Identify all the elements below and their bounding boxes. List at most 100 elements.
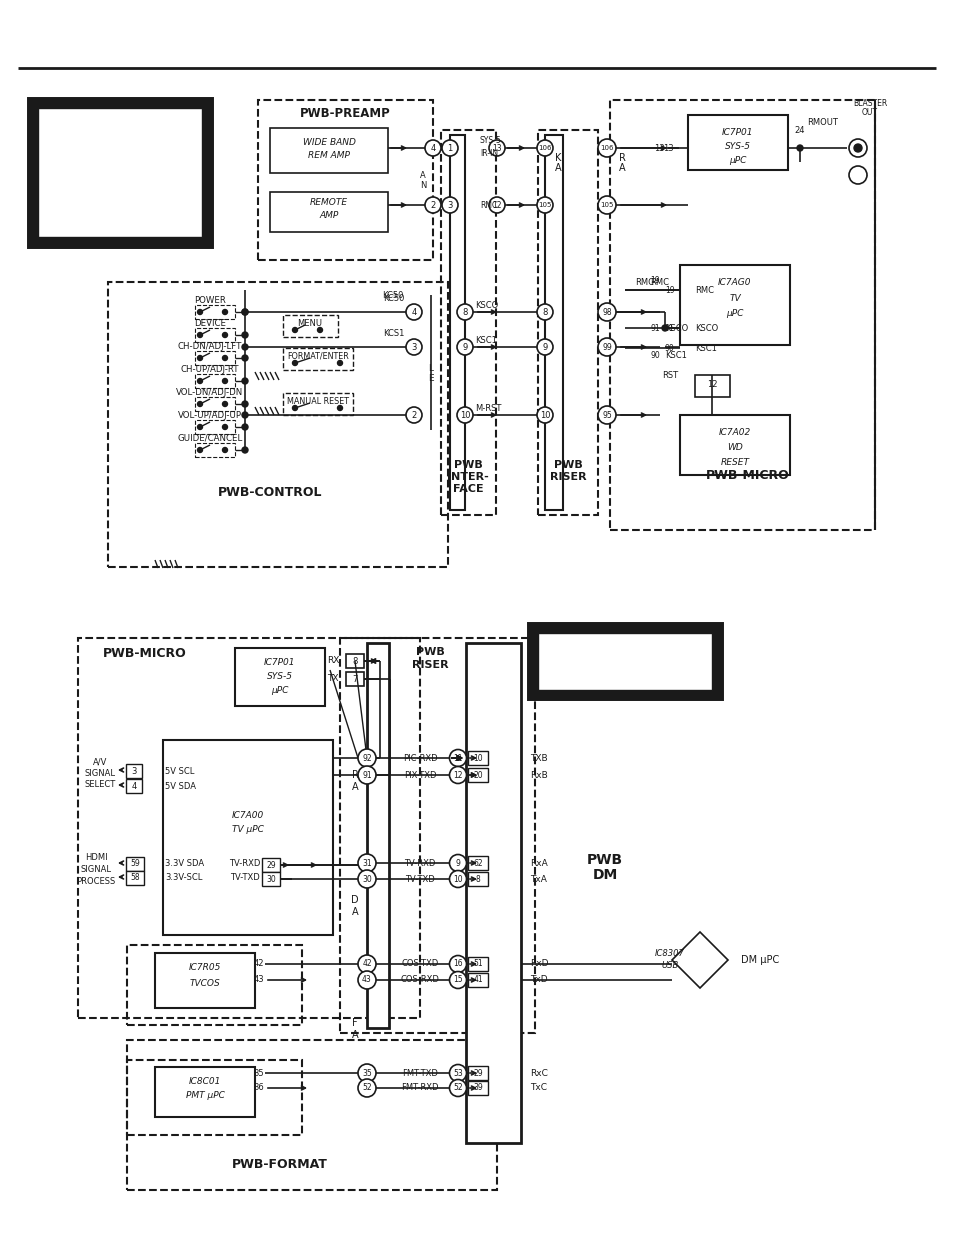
Bar [108, 282, 448, 567]
Bar [367, 643, 389, 1028]
Text: 30: 30 [266, 874, 275, 883]
Text: PMT μPC: PMT μPC [186, 1092, 224, 1100]
Text: 4: 4 [430, 143, 436, 152]
Text: RxD: RxD [530, 960, 548, 968]
Text: K: K [555, 153, 560, 163]
Circle shape [197, 332, 202, 337]
Text: MANUAL RESET: MANUAL RESET [287, 396, 349, 405]
Text: RMC: RMC [635, 278, 654, 287]
Text: A: A [618, 163, 624, 173]
Bar [695, 375, 729, 396]
Text: FACE: FACE [453, 484, 483, 494]
Circle shape [598, 406, 616, 424]
Text: A: A [419, 170, 425, 179]
Bar [679, 266, 789, 345]
Text: COS-RXD: COS-RXD [400, 976, 439, 984]
Circle shape [598, 140, 616, 157]
Text: RMC: RMC [649, 278, 668, 287]
Bar [468, 973, 488, 987]
Text: POWER: POWER [193, 295, 226, 305]
Circle shape [242, 354, 248, 361]
Circle shape [598, 196, 616, 214]
Bar [687, 115, 787, 170]
Text: F: F [352, 1018, 357, 1028]
Text: E: E [428, 373, 434, 383]
Text: TxD: TxD [530, 976, 547, 984]
Bar [450, 135, 464, 510]
Text: μPC: μPC [271, 685, 289, 694]
Text: 91: 91 [664, 324, 674, 332]
Circle shape [424, 140, 440, 156]
Circle shape [242, 447, 248, 453]
Circle shape [598, 338, 616, 356]
Circle shape [449, 972, 466, 988]
Bar [194, 351, 234, 366]
Text: R: R [618, 153, 625, 163]
Bar [194, 443, 234, 457]
Text: 92: 92 [362, 753, 372, 762]
Circle shape [293, 405, 297, 410]
Bar [440, 130, 496, 515]
Circle shape [848, 165, 866, 184]
Text: 10: 10 [473, 753, 482, 762]
Bar [339, 638, 535, 1032]
Circle shape [242, 332, 248, 338]
Text: 90: 90 [664, 343, 674, 352]
Text: 91: 91 [650, 324, 659, 332]
Circle shape [337, 405, 342, 410]
Text: 95: 95 [601, 410, 611, 420]
Text: TVCOS: TVCOS [190, 978, 220, 988]
Circle shape [242, 309, 248, 315]
Text: 13: 13 [654, 143, 664, 152]
Text: 43: 43 [362, 976, 372, 984]
Text: IC7R05: IC7R05 [189, 963, 221, 972]
Bar [468, 1081, 488, 1095]
Bar [154, 953, 254, 1008]
Text: AMP: AMP [319, 210, 338, 220]
Text: REMOTE: REMOTE [310, 198, 348, 206]
Circle shape [796, 144, 802, 151]
Text: 9: 9 [462, 342, 467, 352]
Bar [537, 634, 711, 690]
Bar [126, 857, 144, 871]
Bar [126, 779, 142, 793]
Circle shape [406, 304, 421, 320]
Text: 10: 10 [453, 874, 462, 883]
Text: L: L [428, 363, 433, 373]
Text: MENU: MENU [297, 319, 322, 327]
Circle shape [357, 1079, 375, 1097]
Text: PWB: PWB [553, 459, 581, 471]
Bar [283, 348, 353, 370]
Text: TxA: TxA [530, 874, 546, 883]
Text: 42: 42 [253, 960, 264, 968]
Text: R: R [352, 769, 358, 781]
Text: 7: 7 [352, 674, 357, 683]
Text: PWB-MICRO: PWB-MICRO [705, 468, 789, 482]
Text: 98: 98 [601, 308, 611, 316]
Text: 9: 9 [456, 858, 460, 867]
Text: IC7AG0: IC7AG0 [718, 278, 751, 287]
Circle shape [222, 401, 227, 406]
Circle shape [357, 748, 375, 767]
Circle shape [357, 1065, 375, 1082]
Circle shape [357, 869, 375, 888]
Text: REM AMP: REM AMP [308, 151, 350, 159]
Text: OUT: OUT [862, 107, 877, 116]
Text: 24: 24 [794, 126, 804, 135]
Circle shape [222, 310, 227, 315]
Text: 43: 43 [253, 976, 264, 984]
Bar [234, 648, 325, 706]
Text: TV-RXD: TV-RXD [229, 860, 260, 868]
Text: 5V SDA: 5V SDA [165, 782, 195, 790]
Circle shape [424, 198, 440, 212]
Text: M-RST: M-RST [475, 404, 501, 412]
Text: 51: 51 [473, 960, 482, 968]
Circle shape [449, 871, 466, 888]
Text: 3: 3 [411, 342, 416, 352]
Circle shape [449, 956, 466, 972]
Text: 30: 30 [362, 874, 372, 883]
Bar [537, 130, 598, 515]
Circle shape [242, 378, 248, 384]
Circle shape [197, 310, 202, 315]
Bar [679, 415, 789, 475]
